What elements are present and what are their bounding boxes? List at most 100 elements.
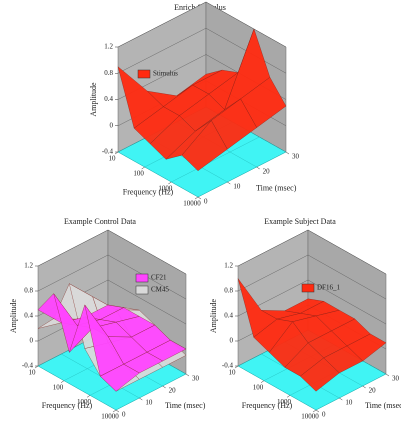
y-tick bbox=[339, 397, 343, 401]
y-tick-label: 0 bbox=[204, 198, 208, 206]
legend-swatch bbox=[301, 283, 315, 293]
y-tick bbox=[362, 385, 366, 389]
x-tick-label: 1000 bbox=[158, 185, 173, 193]
y-tick bbox=[256, 166, 260, 170]
surface-chart: Example Control Data-0.400.40.81.2101001… bbox=[9, 217, 206, 421]
legend-swatch bbox=[135, 273, 149, 283]
floor-grid-line bbox=[37, 365, 117, 411]
legend-label: CF21 bbox=[151, 274, 167, 282]
floor-grid-line bbox=[171, 136, 260, 183]
y-tick-label: 20 bbox=[169, 387, 177, 395]
x-tick bbox=[60, 380, 65, 383]
z-axis-label: Amplitude bbox=[209, 298, 218, 333]
y-tick bbox=[197, 196, 202, 200]
z-tick-label: 0 bbox=[110, 121, 114, 129]
z-tick-label: 1.2 bbox=[104, 43, 113, 51]
y-axis-label: Time (msec) bbox=[256, 183, 297, 192]
x-tick bbox=[260, 380, 265, 383]
y-tick-label: 30 bbox=[392, 375, 400, 383]
x-tick bbox=[141, 166, 145, 170]
y-axis-label: Time (msec) bbox=[365, 401, 401, 410]
z-tick-label: 0 bbox=[30, 337, 34, 345]
x-tick bbox=[312, 409, 317, 413]
y-tick-label: 0 bbox=[322, 411, 326, 419]
x-tick bbox=[286, 395, 291, 398]
z-tick-label: 1.2 bbox=[24, 262, 33, 270]
y-tick-label: 30 bbox=[292, 153, 300, 161]
floor-grid-line bbox=[237, 365, 317, 411]
y-tick-label: 20 bbox=[263, 168, 271, 176]
y-tick bbox=[162, 385, 166, 389]
x-tick-label: 10000 bbox=[183, 200, 201, 208]
grid-line bbox=[237, 279, 387, 325]
y-tick-label: 0 bbox=[122, 411, 126, 419]
x-tick bbox=[114, 151, 119, 155]
x-tick-label: 10 bbox=[109, 155, 117, 163]
grid-line bbox=[37, 254, 187, 300]
legend-label: DF16_1 bbox=[317, 284, 340, 292]
x-tick-label: 10 bbox=[229, 369, 237, 377]
z-tick-label: -0.4 bbox=[22, 362, 34, 370]
floor-grid-line bbox=[115, 373, 187, 411]
x-tick bbox=[168, 181, 172, 185]
z-tick-label: 0.8 bbox=[24, 287, 33, 295]
grid-line bbox=[237, 254, 387, 300]
surface-cell bbox=[100, 364, 140, 392]
x-tick bbox=[34, 365, 39, 369]
y-tick bbox=[227, 181, 231, 185]
z-axis-label: Amplitude bbox=[9, 298, 18, 333]
surface-cell bbox=[181, 120, 228, 171]
z-tick-label: 0.4 bbox=[224, 312, 233, 320]
z-tick-label: 0.4 bbox=[24, 312, 33, 320]
grid-line bbox=[117, 1, 287, 48]
y-tick bbox=[115, 409, 120, 413]
x-tick-label: 10 bbox=[29, 369, 37, 377]
z-axis-label: Amplitude bbox=[89, 82, 98, 117]
floor-grid-line bbox=[315, 373, 387, 411]
x-tick-label: 100 bbox=[253, 383, 264, 391]
x-tick bbox=[112, 409, 117, 413]
chart-title: Example Subject Data bbox=[264, 217, 336, 226]
surface-chart: Example Subject Data-0.400.40.81.2101001… bbox=[209, 217, 401, 421]
y-tick bbox=[185, 373, 190, 377]
surface-cell bbox=[300, 357, 340, 392]
z-tick-label: 0.8 bbox=[104, 69, 113, 77]
x-tick bbox=[194, 196, 199, 200]
y-tick-label: 10 bbox=[145, 399, 153, 407]
grid-line bbox=[237, 229, 387, 275]
y-tick bbox=[285, 151, 290, 155]
x-axis-label: Frequency (Hz) bbox=[242, 401, 293, 410]
z-tick-label: -0.4 bbox=[222, 362, 234, 370]
legend-label: CM45 bbox=[151, 286, 169, 294]
surface-chart: Enrich Stimulus-0.400.40.81.210100100010… bbox=[89, 1, 300, 208]
x-tick-label: 10000 bbox=[101, 413, 119, 421]
x-tick-label: 1000 bbox=[77, 398, 92, 406]
z-tick-label: 0 bbox=[230, 337, 234, 345]
floor-grid-line bbox=[197, 151, 287, 198]
legend-swatch bbox=[137, 69, 151, 79]
y-tick-label: 30 bbox=[192, 375, 200, 383]
x-tick-label: 100 bbox=[53, 383, 64, 391]
z-tick-label: 0.8 bbox=[224, 287, 233, 295]
x-axis-label: Frequency (Hz) bbox=[123, 187, 174, 196]
x-tick bbox=[86, 395, 91, 398]
z-tick-label: -0.4 bbox=[102, 148, 114, 156]
x-tick-label: 1000 bbox=[277, 398, 292, 406]
x-axis-label: Frequency (Hz) bbox=[42, 401, 93, 410]
floor-grid-line bbox=[117, 151, 199, 198]
legend-swatch bbox=[135, 285, 149, 295]
y-tick bbox=[139, 397, 143, 401]
grid-line bbox=[37, 229, 187, 275]
y-axis-label: Time (msec) bbox=[165, 401, 206, 410]
x-tick-label: 10000 bbox=[301, 413, 319, 421]
legend-label: Stimulus bbox=[153, 70, 178, 78]
z-tick-label: 0.4 bbox=[104, 95, 113, 103]
x-tick bbox=[234, 365, 239, 369]
x-tick-label: 100 bbox=[133, 170, 144, 178]
y-tick-label: 10 bbox=[345, 399, 353, 407]
y-tick-label: 20 bbox=[369, 387, 377, 395]
y-tick bbox=[385, 373, 390, 377]
z-tick-label: 1.2 bbox=[224, 262, 233, 270]
chart-title: Example Control Data bbox=[64, 217, 136, 226]
